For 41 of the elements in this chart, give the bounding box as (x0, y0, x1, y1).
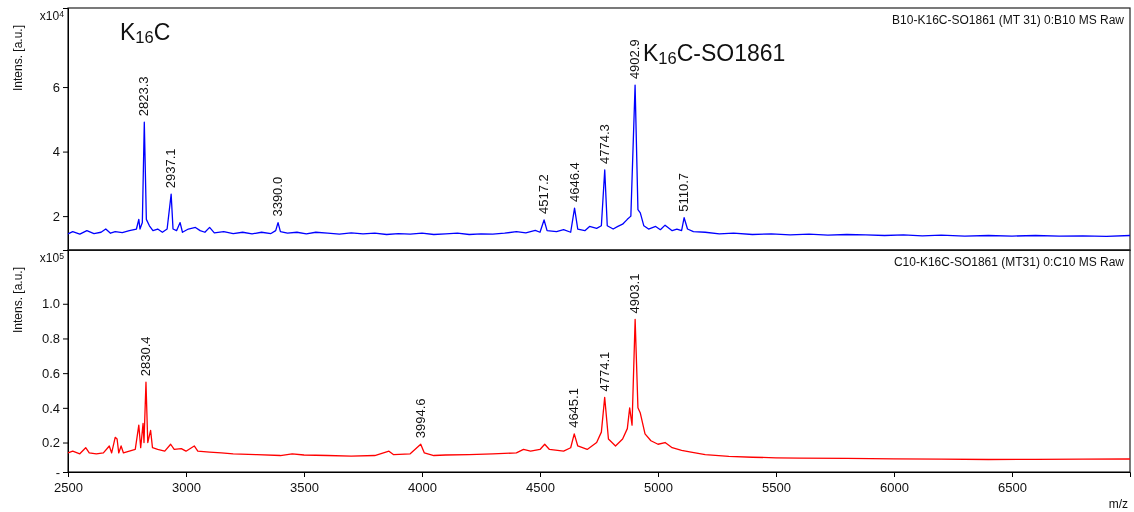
y-tick-label: 4 (52, 144, 60, 160)
x-tick-label: 4500 (526, 479, 555, 495)
y-tick-label: 0.4 (41, 400, 60, 416)
y-tick-label: 6 (52, 79, 60, 95)
y-tick-label: 2 (52, 208, 60, 224)
y-tick-label: 0.2 (41, 435, 60, 451)
x-tick-label: 6000 (880, 479, 909, 495)
annotation: 2937.1 (163, 148, 179, 189)
annotation: 4774.3 (596, 124, 612, 164)
line-series (67, 318, 1131, 461)
y-tick-label: - (55, 464, 60, 480)
annotation: 4902.9 (627, 39, 643, 80)
x-tick-label: 5500 (762, 479, 791, 495)
annotation: B10-K16C-SO1861 (MT 31) 0:B10 MS Raw (892, 13, 1125, 27)
annotation: 4774.1 (596, 351, 612, 392)
annotation: 2823.3 (136, 76, 152, 117)
annotation: 3390.0 (270, 176, 286, 217)
annotation: 4645.1 (566, 388, 582, 428)
x-tick-label: 6500 (998, 479, 1027, 495)
y-axis-title: Intens. [a.u.] (11, 266, 25, 334)
y-tick-label: 0.6 (41, 365, 60, 381)
x-axis-title: m/z (1108, 497, 1128, 511)
annotation: K$_{16}$C-SO1861 (643, 40, 786, 69)
annotation: 4903.1 (627, 273, 643, 314)
annotation: 4646.4 (566, 162, 582, 203)
annotation: C10-K16C-SO1861 (MT31) 0:C10 MS Raw (893, 255, 1125, 269)
x-tick-label: 2500 (54, 479, 83, 495)
text: x10$^{5}$ (39, 250, 65, 265)
y-tick-label: 0.8 (41, 331, 60, 347)
annotation: K$_{16}$C (120, 19, 171, 48)
text: x10$^{4}$ (39, 8, 65, 23)
annotation: 5110.7 (676, 172, 692, 212)
x-tick-label: 4000 (408, 479, 437, 495)
x-tick-label: 3000 (172, 479, 201, 495)
annotation: 3994.6 (412, 398, 428, 439)
y-axis-title: Intens. [a.u.] (11, 24, 25, 92)
y-tick-label: 1.0 (41, 296, 60, 312)
annotation: 4517.2 (536, 174, 552, 214)
x-tick-label: 3500 (290, 479, 319, 495)
x-tick-label: 5000 (644, 479, 673, 495)
annotation: 2830.4 (137, 336, 153, 377)
